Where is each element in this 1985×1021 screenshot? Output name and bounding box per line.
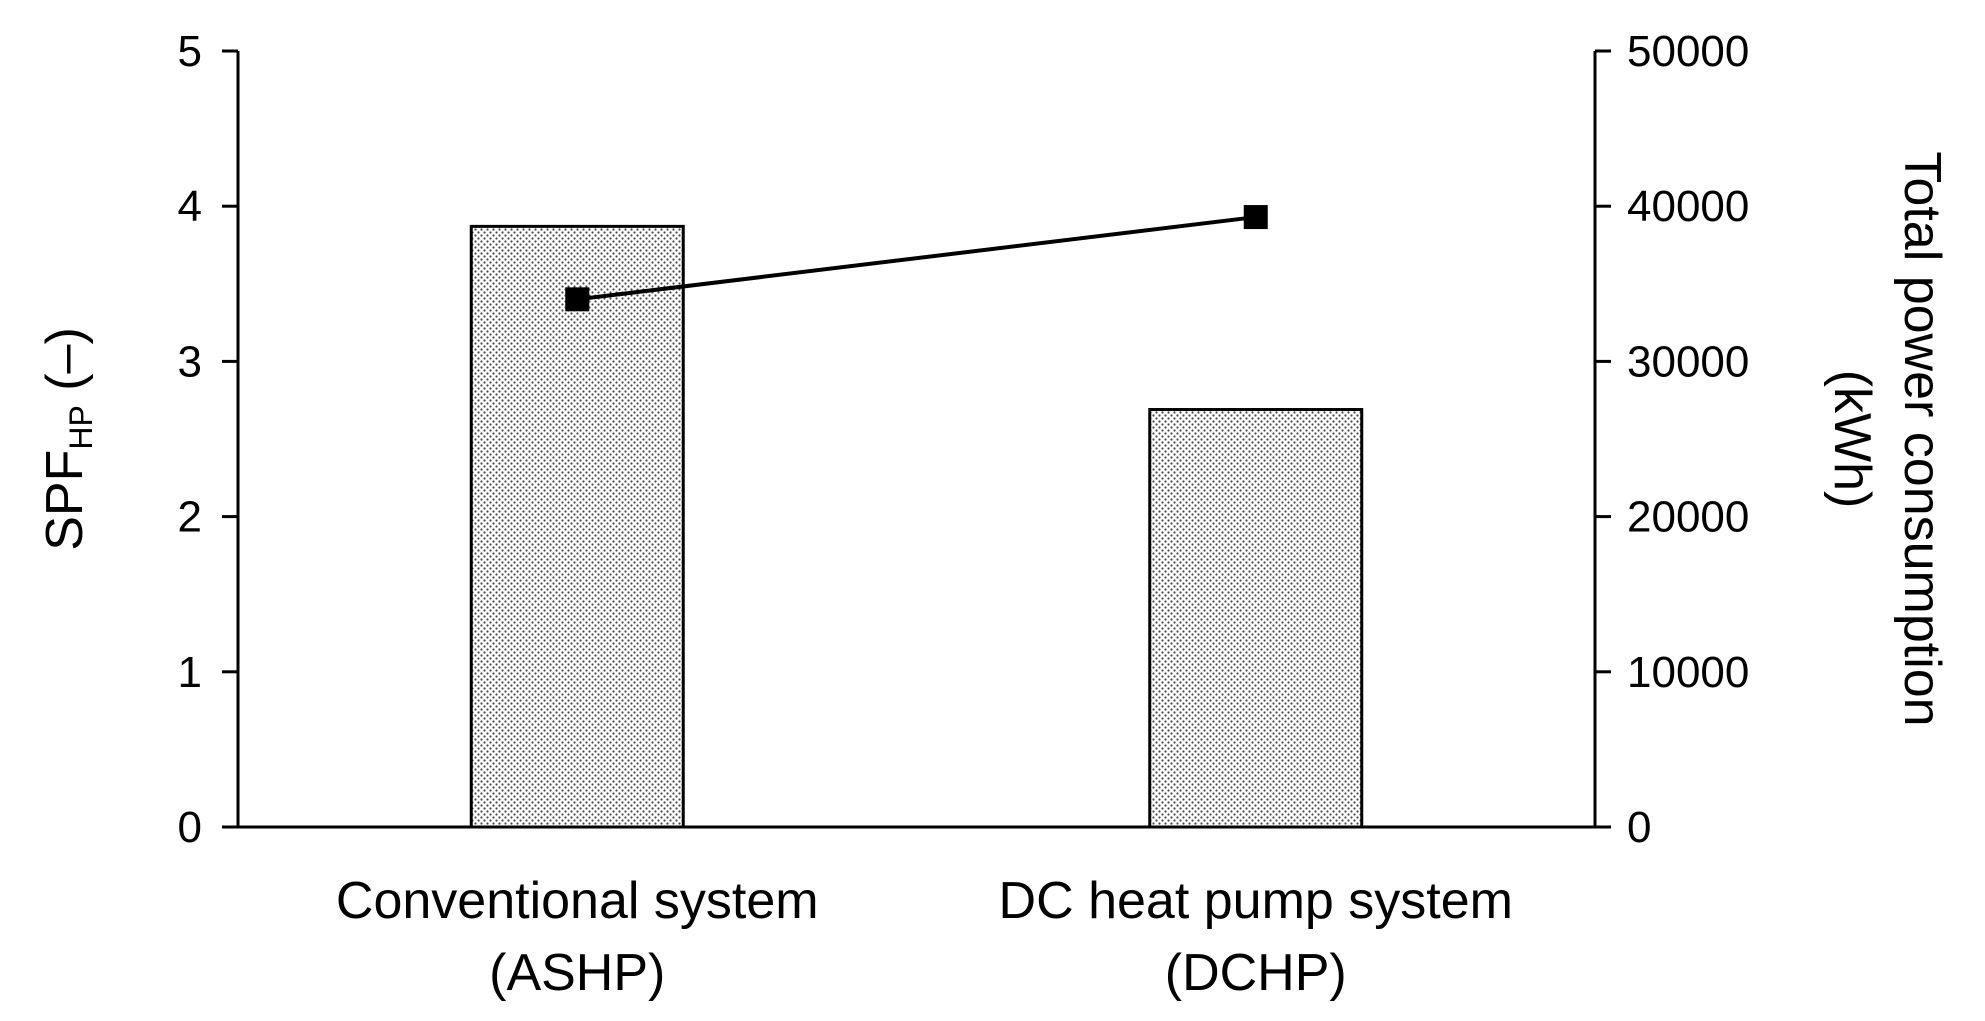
y-right-axis-title-line2: (kWh) xyxy=(1823,370,1881,509)
y-left-tick-label: 4 xyxy=(178,182,202,231)
y-right-tick-label: 50000 xyxy=(1627,27,1749,76)
y-right-tick-label: 20000 xyxy=(1627,493,1749,542)
y-left-tick-label: 3 xyxy=(178,337,202,386)
category-label-line2: (DCHP) xyxy=(1165,944,1347,1002)
bars-layer xyxy=(469,224,1364,829)
power-consumption-line xyxy=(577,215,1256,302)
y-left-title-suffix: (–) xyxy=(36,327,94,405)
category-label-line1: DC heat pump system xyxy=(999,872,1513,930)
y-right-axis-title-line1: Total power consumption xyxy=(1893,151,1951,726)
y-right-tick-label: 10000 xyxy=(1627,648,1749,697)
labels-layer: 0 1 2 3 4 5 0 10000 20000 30000 40000 50000 Conventi… xyxy=(36,27,1951,1002)
y-right-tick-label: 30000 xyxy=(1627,337,1749,386)
line-layer xyxy=(565,205,1268,312)
y-left-tick-label: 0 xyxy=(178,803,202,852)
y-left-tick-label: 1 xyxy=(178,648,202,697)
bar-dchp xyxy=(1148,408,1364,829)
y-right-tick-label: 0 xyxy=(1627,803,1651,852)
bar-ashp xyxy=(469,224,685,829)
category-label-line1: Conventional system xyxy=(336,872,819,930)
power-marker-ashp xyxy=(565,287,590,312)
y-left-tick-label: 5 xyxy=(178,27,202,76)
y-right-tick-label: 40000 xyxy=(1627,182,1749,231)
category-label-line2: (ASHP) xyxy=(489,944,665,1002)
y-left-title-main: SPF xyxy=(36,450,94,551)
y-left-tick-label: 2 xyxy=(178,493,202,542)
y-left-title-subscript: HP xyxy=(63,405,99,449)
y-left-axis-title: SPFHP (–) xyxy=(36,327,99,551)
axes-layer xyxy=(222,49,1611,829)
power-marker-dchp xyxy=(1243,205,1268,230)
